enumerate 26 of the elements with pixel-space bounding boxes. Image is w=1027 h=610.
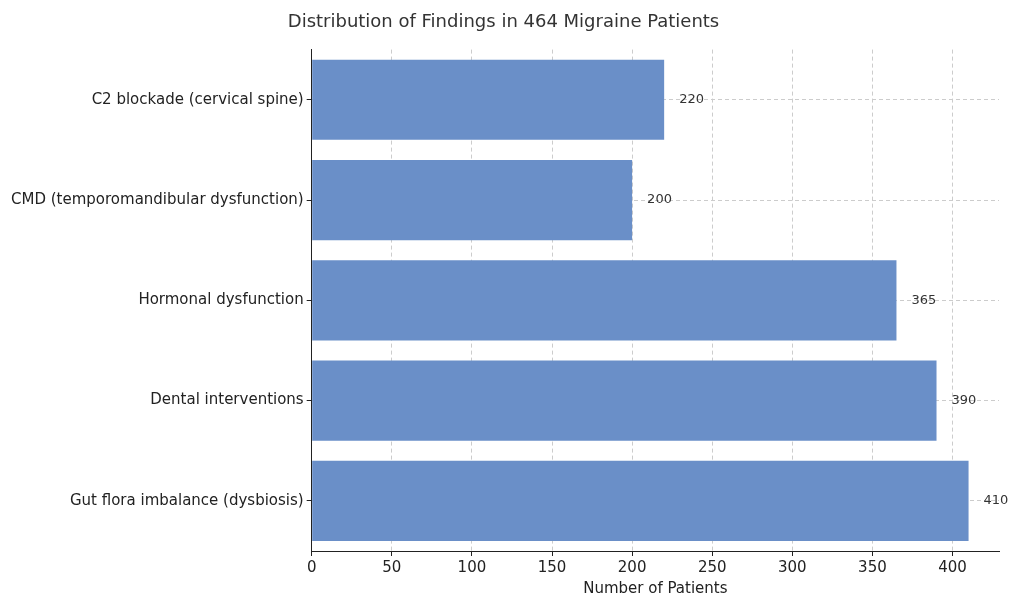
x-tick-label: 200 bbox=[617, 557, 647, 576]
x-tick-label: 300 bbox=[778, 557, 807, 576]
x-tick-label: 150 bbox=[537, 557, 567, 576]
chart-title: Distribution of Findings in 464 Migraine Patients bbox=[287, 10, 720, 32]
data-label: 390 bbox=[951, 391, 977, 407]
data-label: 220 bbox=[679, 91, 704, 107]
bar bbox=[312, 360, 937, 441]
y-tick-label: Gut flora imbalance (dysbiosis) bbox=[69, 490, 304, 509]
data-label: 200 bbox=[647, 191, 672, 207]
y-tick-label: Dental interventions bbox=[150, 390, 304, 409]
bar bbox=[312, 159, 633, 241]
x-tick-label: 250 bbox=[697, 557, 727, 576]
x-axis-title: Number of Patients bbox=[583, 578, 728, 597]
x-tick-label: 400 bbox=[938, 557, 967, 576]
x-tick-label: 100 bbox=[457, 557, 487, 576]
y-tick-label: Hormonal dysfunction bbox=[138, 290, 304, 309]
y-tick-label: C2 blockade (cervical spine) bbox=[91, 89, 304, 108]
data-label: 365 bbox=[911, 291, 937, 307]
bar bbox=[312, 260, 897, 341]
bar bbox=[312, 460, 969, 541]
data-label: 410 bbox=[983, 492, 1009, 508]
x-tick-label: 350 bbox=[858, 557, 887, 576]
y-tick-label: CMD (temporomandibular dysfunction) bbox=[11, 189, 304, 208]
x-tick-label: 0 bbox=[306, 557, 317, 576]
x-tick-label: 50 bbox=[382, 557, 402, 576]
bar bbox=[312, 59, 665, 140]
